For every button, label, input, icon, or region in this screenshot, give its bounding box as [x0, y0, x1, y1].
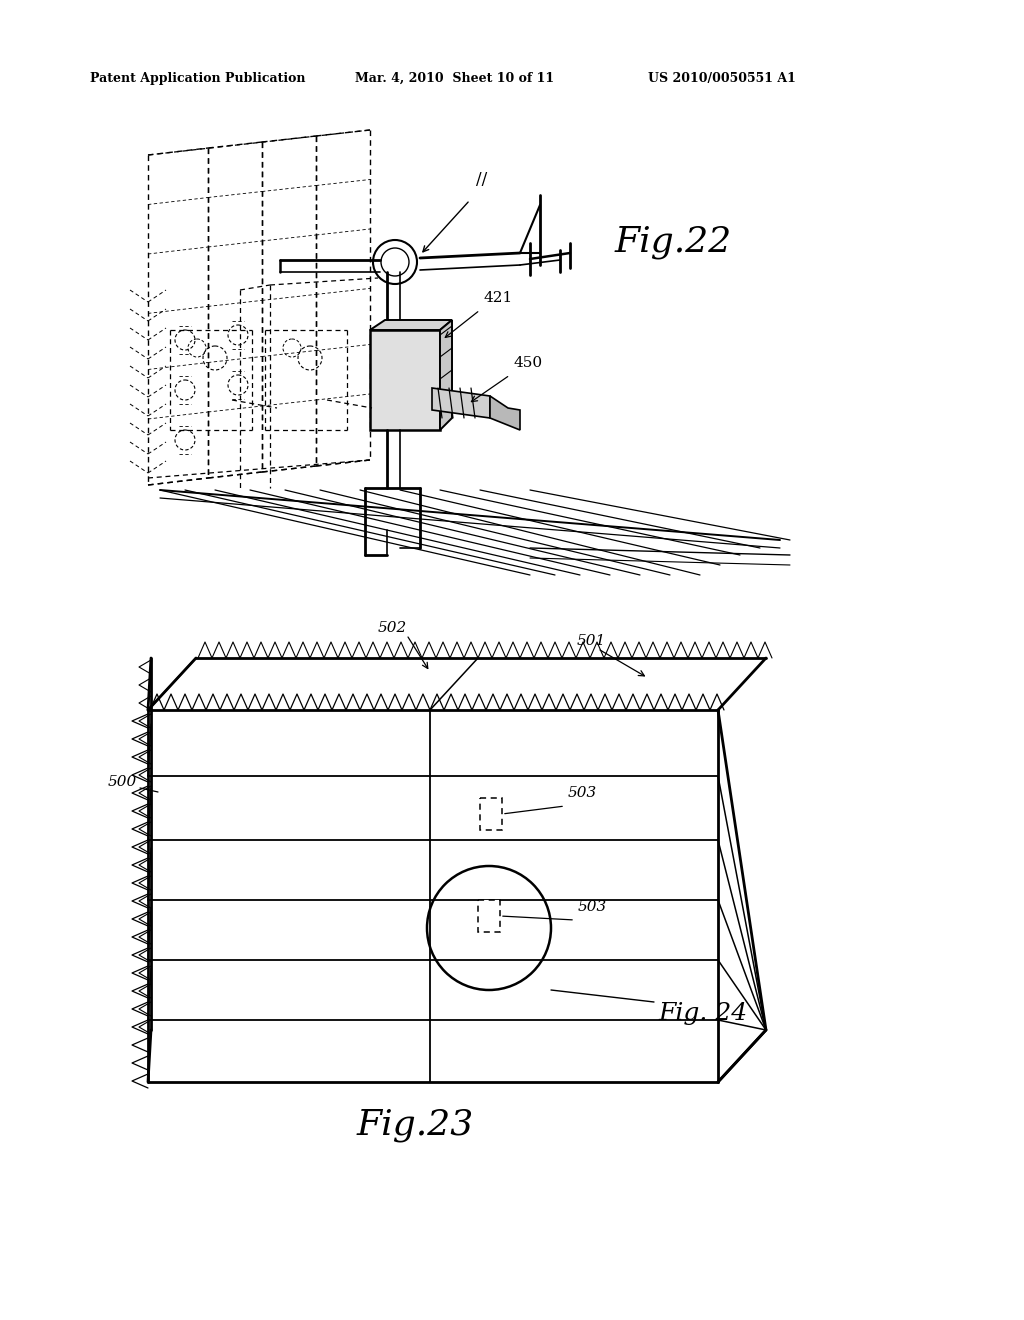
Text: 502: 502: [378, 620, 408, 635]
Text: 500: 500: [108, 775, 137, 789]
Text: Mar. 4, 2010  Sheet 10 of 11: Mar. 4, 2010 Sheet 10 of 11: [355, 73, 554, 84]
Polygon shape: [432, 388, 490, 418]
Text: //: //: [476, 172, 487, 187]
Text: 503: 503: [578, 900, 607, 913]
Polygon shape: [370, 330, 440, 430]
Text: Fig.23: Fig.23: [356, 1107, 474, 1142]
Text: Fig.22: Fig.22: [615, 224, 732, 259]
FancyBboxPatch shape: [478, 900, 500, 932]
Text: 503: 503: [568, 785, 597, 800]
Text: Fig. 24: Fig. 24: [658, 1002, 748, 1026]
Polygon shape: [490, 396, 520, 430]
Text: 421: 421: [484, 290, 513, 305]
Polygon shape: [440, 319, 452, 430]
Text: 450: 450: [514, 356, 543, 370]
FancyBboxPatch shape: [480, 799, 502, 830]
Polygon shape: [370, 319, 452, 330]
Text: US 2010/0050551 A1: US 2010/0050551 A1: [648, 73, 796, 84]
Text: 501: 501: [577, 634, 606, 648]
Text: Patent Application Publication: Patent Application Publication: [90, 73, 305, 84]
